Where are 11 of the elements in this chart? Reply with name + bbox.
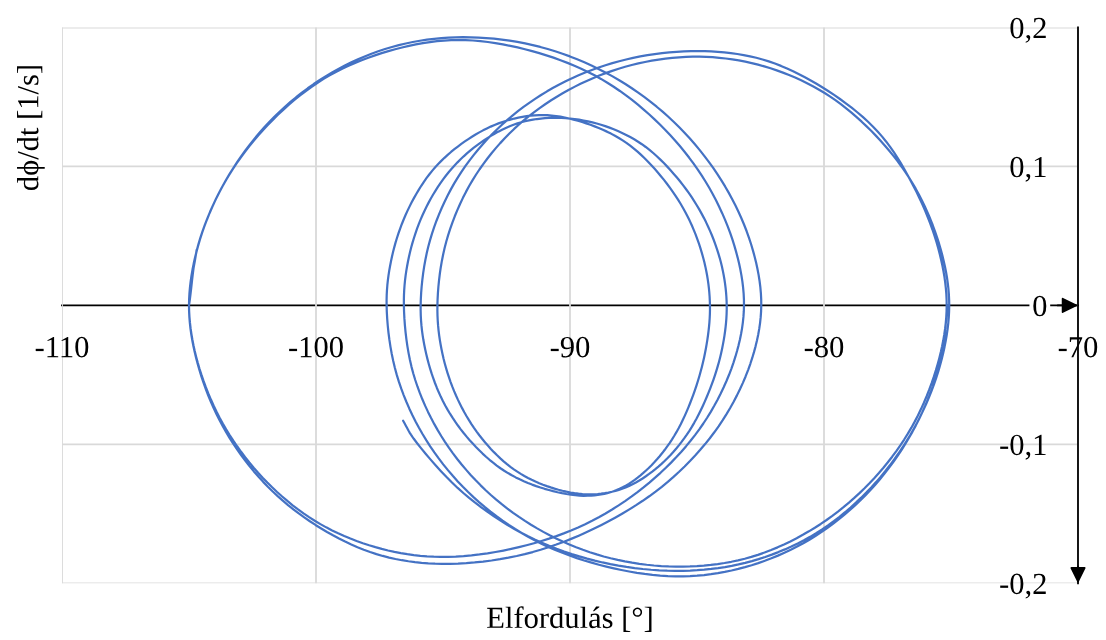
x-axis-title: Elfordulás [°]	[487, 606, 652, 632]
y-tick-label: 0,2	[1010, 17, 1046, 43]
x-tick-label: -110	[35, 336, 89, 358]
x-tick-label: -80	[804, 336, 844, 358]
y-tick-label: 0,1	[1010, 156, 1046, 182]
x-tick-label: -90	[550, 336, 590, 358]
y-tick-label: 0	[1033, 295, 1047, 317]
y-tick-label: -0,2	[1000, 573, 1046, 599]
x-tick-label: -100	[289, 336, 343, 358]
y-tick-label: -0,1	[1000, 434, 1046, 460]
y-axis-title: dϕ/dt [1/s]	[17, 66, 45, 191]
